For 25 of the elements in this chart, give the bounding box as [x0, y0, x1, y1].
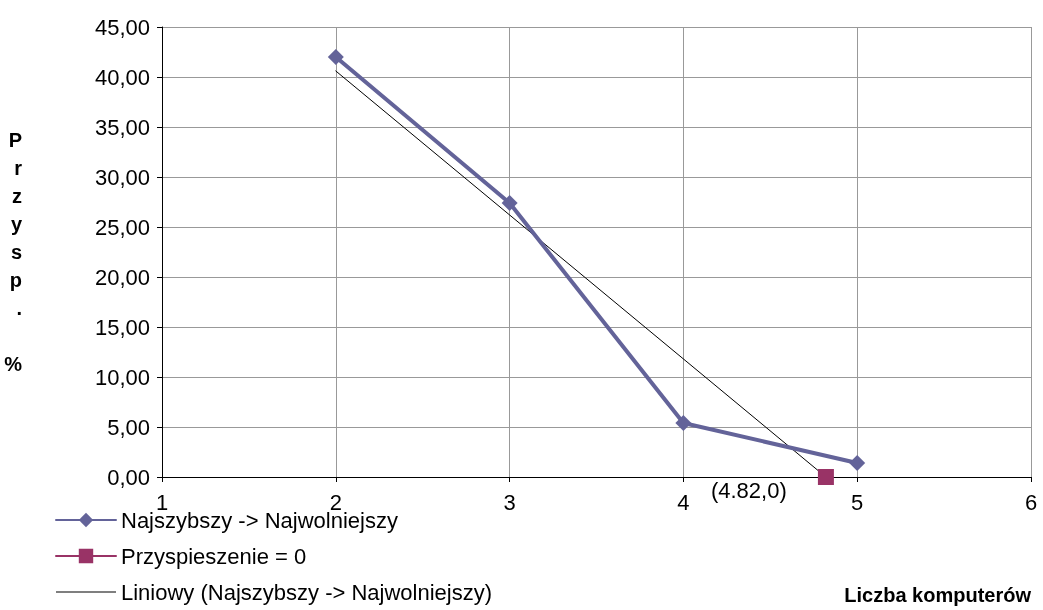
y-tick-label: 15,00	[94, 314, 150, 340]
y-tick-label: 5,00	[107, 414, 150, 440]
x-tick-label: 3	[503, 489, 516, 515]
point	[501, 195, 518, 211]
point	[817, 469, 834, 485]
y-tick-label: 45,00	[94, 14, 150, 40]
point	[849, 455, 866, 471]
annotation: (4.82,0)	[710, 477, 787, 503]
y-tick-label: 25,00	[94, 214, 150, 240]
y-tick-label: 30,00	[94, 164, 150, 190]
y-tick-label: 40,00	[94, 64, 150, 90]
text: Przysp. %	[4, 129, 22, 375]
y-tick-label: 10,00	[94, 364, 150, 390]
x-tick-label: 6	[1024, 489, 1038, 515]
legend-label: Przyspieszenie = 0	[121, 543, 307, 569]
legend-label: Liniowy (Najszybszy -> Najwolniejszy)	[121, 579, 493, 605]
y-tick-label: 35,00	[94, 114, 150, 140]
x-axis-title: Liczba komputerów	[844, 584, 1032, 606]
point	[675, 415, 692, 431]
y-tick-label: 20,00	[94, 264, 150, 290]
y-tick-label: 0,00	[107, 464, 150, 490]
x-tick-label: 4	[677, 489, 690, 515]
x-tick-label: 5	[851, 489, 864, 515]
x-tick-label: 2	[329, 489, 342, 515]
point	[327, 49, 344, 65]
